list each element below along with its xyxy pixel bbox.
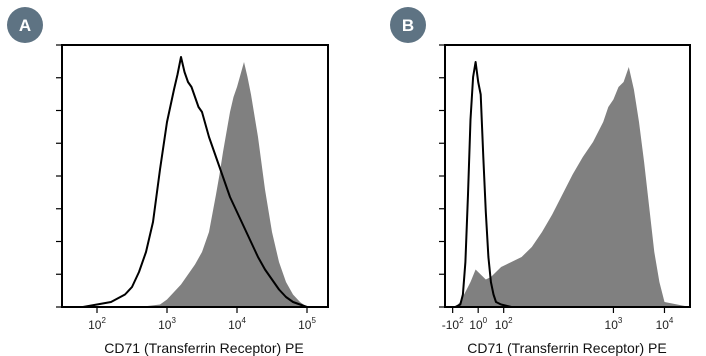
panel-a-filled-histogram (62, 62, 328, 307)
panel-b-x-tick-label: 104 (656, 316, 674, 332)
panel-b: B -102 100 102 103 104 CD71 (Transferrin Rec… (390, 7, 691, 356)
panel-b-x-tick-label: 102 (495, 316, 513, 332)
panel-b-filled-histogram (445, 67, 690, 307)
panel-b-plot: -102 100 102 103 104 (439, 44, 691, 332)
panel-b-x-tick-label: 100 (469, 316, 487, 332)
panel-a-x-tick-label: 104 (228, 316, 246, 332)
panel-a-badge: A (7, 7, 43, 43)
panel-b-letter: B (402, 16, 414, 35)
panel-a-x-axis-label: CD71 (Transferrin Receptor) PE (104, 340, 303, 356)
panel-a-x-tick-label: 102 (88, 316, 106, 332)
panel-a-outline-histogram (62, 56, 328, 308)
panel-a-x-tick-label: 103 (158, 316, 176, 332)
panel-a-plot: 102 103 104 105 (56, 44, 329, 332)
panel-b-badge: B (390, 7, 426, 43)
panel-b-x-tick-label: 103 (605, 316, 623, 332)
panel-a-letter: A (19, 16, 31, 35)
panel-a-x-tick-label: 105 (298, 316, 316, 332)
panel-b-outline-histogram (445, 61, 690, 308)
panel-b-x-axis-label: CD71 (Transferrin Receptor) PE (467, 340, 666, 356)
panel-b-x-tick-label: -102 (442, 316, 464, 332)
panel-a: A 102 103 104 105 CD71 (Transferrin Recepto… (7, 7, 329, 356)
